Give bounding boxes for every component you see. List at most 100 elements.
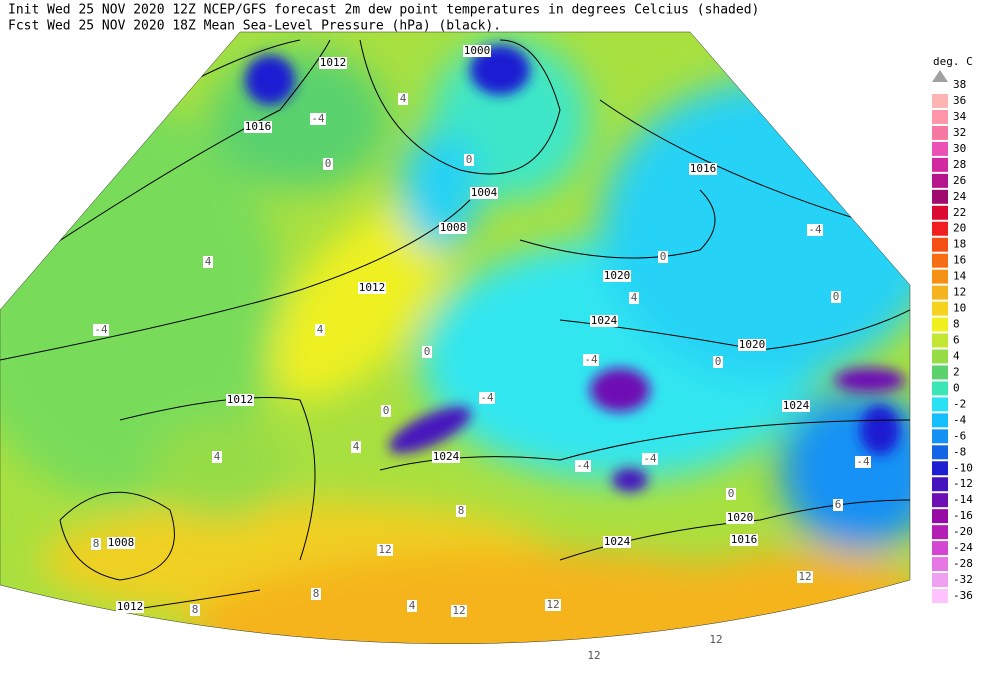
- legend-swatch: [932, 525, 948, 540]
- dewpoint-label-box: [451, 605, 467, 617]
- isobar-label: 1012: [320, 56, 347, 69]
- legend-swatch: [932, 94, 948, 108]
- legend-swatch: [932, 205, 948, 220]
- legend-swatch: [932, 173, 948, 188]
- legend-swatch: [932, 189, 948, 204]
- isobar-label: 1008: [108, 536, 135, 549]
- legend-swatch: [932, 445, 948, 460]
- legend-label: 30: [953, 142, 966, 155]
- dewpoint-label: -4: [480, 391, 494, 404]
- dewpoint-label-box: [708, 634, 724, 646]
- isobar-label: 1000: [464, 44, 491, 57]
- isobar-label-box: [439, 222, 467, 234]
- legend-label: 8: [953, 318, 960, 331]
- legend-swatch: [932, 317, 948, 332]
- legend-label: 28: [953, 158, 966, 171]
- legend-arrow: [932, 70, 948, 82]
- legend-swatch: [932, 269, 948, 284]
- dewpoint-label-box: [479, 392, 495, 404]
- legend-swatch: [932, 541, 948, 556]
- isobar-label: 1012: [117, 600, 144, 613]
- isobar-label: 1024: [591, 314, 618, 327]
- dewpoint-label: 12: [546, 598, 559, 611]
- dewpoint-label: 4: [317, 323, 324, 336]
- legend-swatch: [932, 237, 948, 252]
- dewpoint-label-box: [713, 356, 723, 368]
- dewpoint-label-box: [583, 354, 599, 366]
- legend-label: -24: [953, 541, 973, 554]
- dewpoint-label: 8: [192, 603, 199, 616]
- dewpoint-label-box: [310, 113, 326, 125]
- legend-swatch: [932, 573, 948, 588]
- legend-label: 26: [953, 174, 966, 187]
- isobar-label-box: [463, 45, 491, 57]
- isobar-label-box: [319, 57, 347, 69]
- dewpoint-label: -4: [576, 459, 590, 472]
- isobar-label: 1024: [783, 399, 810, 412]
- legend-label: -36: [953, 589, 973, 602]
- legend-label: -12: [953, 477, 973, 490]
- dewpoint-label-box: [190, 604, 200, 616]
- dewpoint-label-box: [323, 158, 333, 170]
- isobar-label: 1004: [471, 186, 498, 199]
- header-line: Init Wed 25 NOV 2020 12Z NCEP/GFS foreca…: [8, 3, 759, 18]
- legend-swatch: [932, 381, 948, 396]
- dewpoint-label: -4: [584, 353, 598, 366]
- map-border: [0, 31, 911, 645]
- isobar-label-box: [116, 601, 144, 613]
- dewpoint-label: 4: [214, 450, 221, 463]
- legend-swatch: [932, 461, 948, 476]
- legend-swatch: [932, 557, 948, 572]
- isobar-label-box: [603, 536, 631, 548]
- map-field: [0, 32, 910, 644]
- dewpoint-label: 4: [409, 599, 416, 612]
- dewpoint-label: 8: [93, 537, 100, 550]
- legend-swatch: [932, 509, 948, 524]
- legend-swatch: [932, 429, 948, 444]
- dewpoint-label-box: [833, 499, 843, 511]
- dewpoint-label-box: [726, 488, 736, 500]
- legend-swatch: [932, 365, 948, 380]
- isobar-label: 1008: [440, 221, 467, 234]
- legend-label: 16: [953, 254, 966, 267]
- legend-label: 0: [953, 381, 960, 394]
- isobar-label: 1020: [604, 269, 631, 282]
- legend-label: 34: [953, 110, 967, 123]
- dewpoint-label: 4: [353, 440, 360, 453]
- isobar-label-box: [782, 400, 810, 412]
- dewpoint-label: 0: [325, 157, 332, 170]
- dewpoint-label: 8: [313, 587, 320, 600]
- isobar-label-box: [590, 315, 618, 327]
- dewpoint-label: 0: [715, 355, 722, 368]
- isobar-label-box: [726, 512, 754, 524]
- legend-swatch: [932, 157, 948, 172]
- dewpoint-label: 0: [728, 487, 735, 500]
- dewpoint-label: 0: [424, 345, 431, 358]
- isobar-label: 1016: [245, 120, 272, 133]
- dewpoint-label: 4: [400, 92, 407, 105]
- dewpoint-label-box: [351, 441, 361, 453]
- dewpoint-label-box: [377, 544, 393, 556]
- isobar-label: 1020: [727, 511, 754, 524]
- legend-swatch: [932, 349, 948, 364]
- legend-label: -16: [953, 509, 973, 522]
- dewpoint-label-box: [407, 600, 417, 612]
- isobar-label-box: [470, 187, 498, 199]
- dewpoint-label-box: [807, 224, 823, 236]
- dewpoint-label: 4: [205, 255, 212, 268]
- legend-swatch: [932, 333, 948, 348]
- legend-label: 20: [953, 222, 966, 235]
- isobar-label-box: [358, 282, 386, 294]
- legend-label: -20: [953, 525, 973, 538]
- legend-label: 6: [953, 334, 960, 347]
- isobar-label-box: [244, 121, 272, 133]
- legend-label: 38: [953, 78, 966, 91]
- isobar-label: 1024: [604, 535, 631, 548]
- dewpoint-label-box: [315, 324, 325, 336]
- isobar-label: 1012: [227, 393, 254, 406]
- legend-label: -2: [953, 397, 966, 410]
- dewpoint-label-box: [91, 538, 101, 550]
- dewpoint-label-box: [855, 456, 871, 468]
- dewpoint-label-box: [797, 571, 813, 583]
